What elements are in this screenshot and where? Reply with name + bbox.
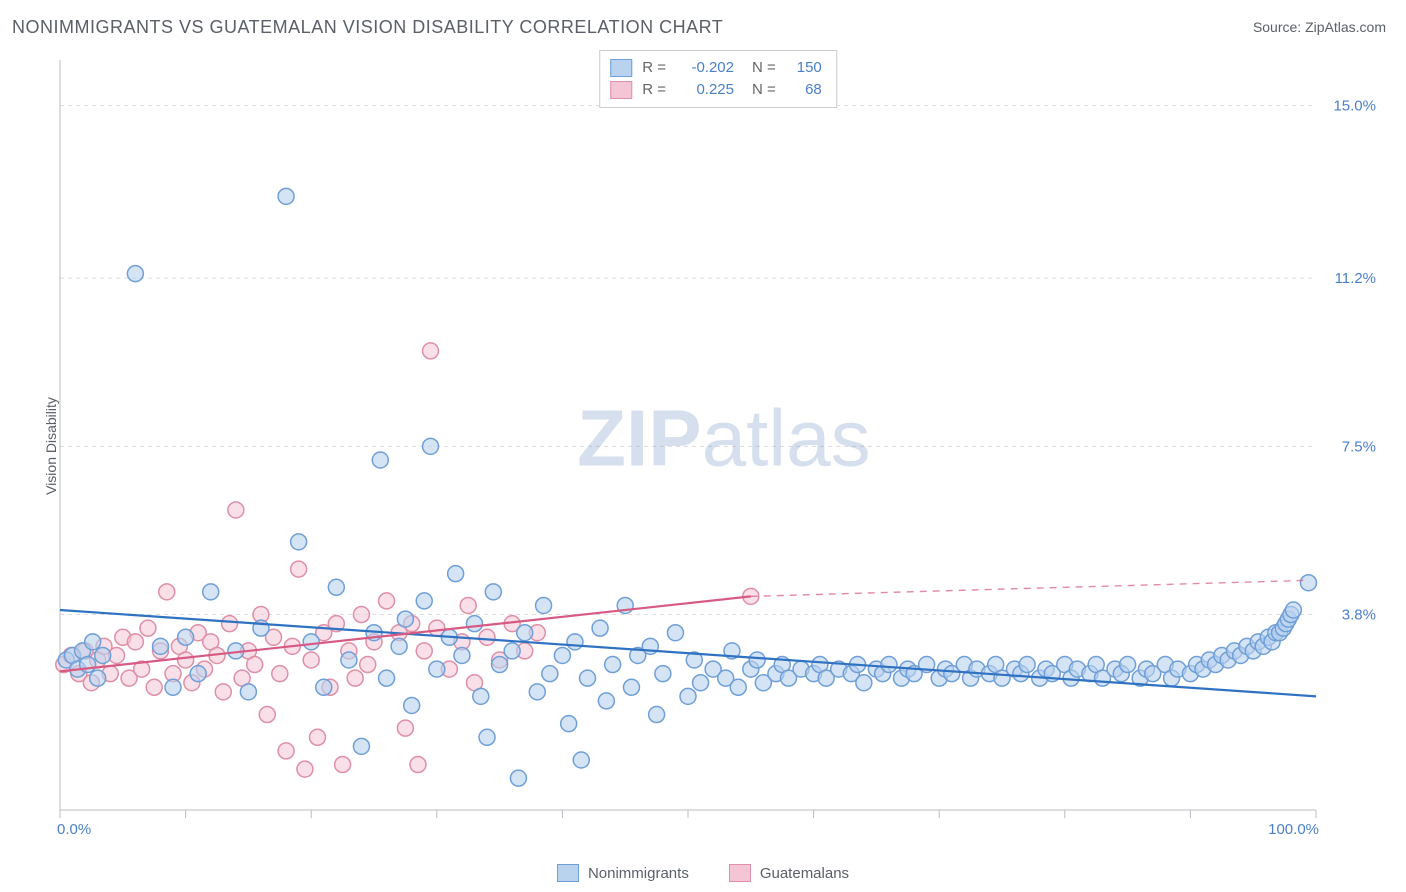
legend-n-label: N = — [752, 57, 776, 79]
legend-r-label: R = — [642, 57, 666, 79]
legend-correlation-row: R = 0.225 N = 68 — [610, 79, 822, 101]
legend-n-label: N = — [752, 79, 776, 101]
source-name: ZipAtlas.com — [1305, 19, 1386, 35]
legend-n-value: 150 — [786, 57, 822, 79]
chart-header: NONIMMIGRANTS VS GUATEMALAN VISION DISAB… — [12, 10, 1386, 44]
chart-source: Source: ZipAtlas.com — [1253, 19, 1386, 35]
series-legend-item: Guatemalans — [729, 864, 849, 882]
svg-text:100.0%: 100.0% — [1268, 821, 1319, 838]
legend-swatch — [729, 864, 751, 882]
svg-text:11.2%: 11.2% — [1335, 270, 1376, 287]
svg-text:3.8%: 3.8% — [1342, 607, 1376, 624]
legend-r-label: R = — [642, 79, 666, 101]
series-legend-item: Nonimmigrants — [557, 864, 689, 882]
legend-swatch — [610, 81, 632, 99]
chart-plot-area: 3.8% 7.5% 11.2% 15.0% 0.0% 100.0% R = -0.202 N … — [50, 50, 1386, 842]
scatter-chart-svg: 3.8% 7.5% 11.2% 15.0% 0.0% 100.0% — [50, 50, 1386, 842]
series-legend-label: Nonimmigrants — [588, 865, 689, 882]
svg-text:0.0%: 0.0% — [57, 821, 91, 838]
svg-text:15.0%: 15.0% — [1333, 97, 1376, 114]
legend-r-value: 0.225 — [676, 79, 734, 101]
correlation-legend-box: R = -0.202 N = 150 R = 0.225 N = 68 — [599, 50, 837, 108]
legend-swatch — [610, 59, 632, 77]
series-legend: Nonimmigrants Guatemalans — [0, 864, 1406, 882]
legend-n-value: 68 — [786, 79, 822, 101]
source-prefix: Source: — [1253, 19, 1305, 35]
chart-title: NONIMMIGRANTS VS GUATEMALAN VISION DISAB… — [12, 17, 723, 38]
legend-correlation-row: R = -0.202 N = 150 — [610, 57, 822, 79]
legend-r-value: -0.202 — [676, 57, 734, 79]
series-legend-label: Guatemalans — [760, 865, 849, 882]
svg-text:7.5%: 7.5% — [1342, 438, 1376, 455]
legend-swatch — [557, 864, 579, 882]
